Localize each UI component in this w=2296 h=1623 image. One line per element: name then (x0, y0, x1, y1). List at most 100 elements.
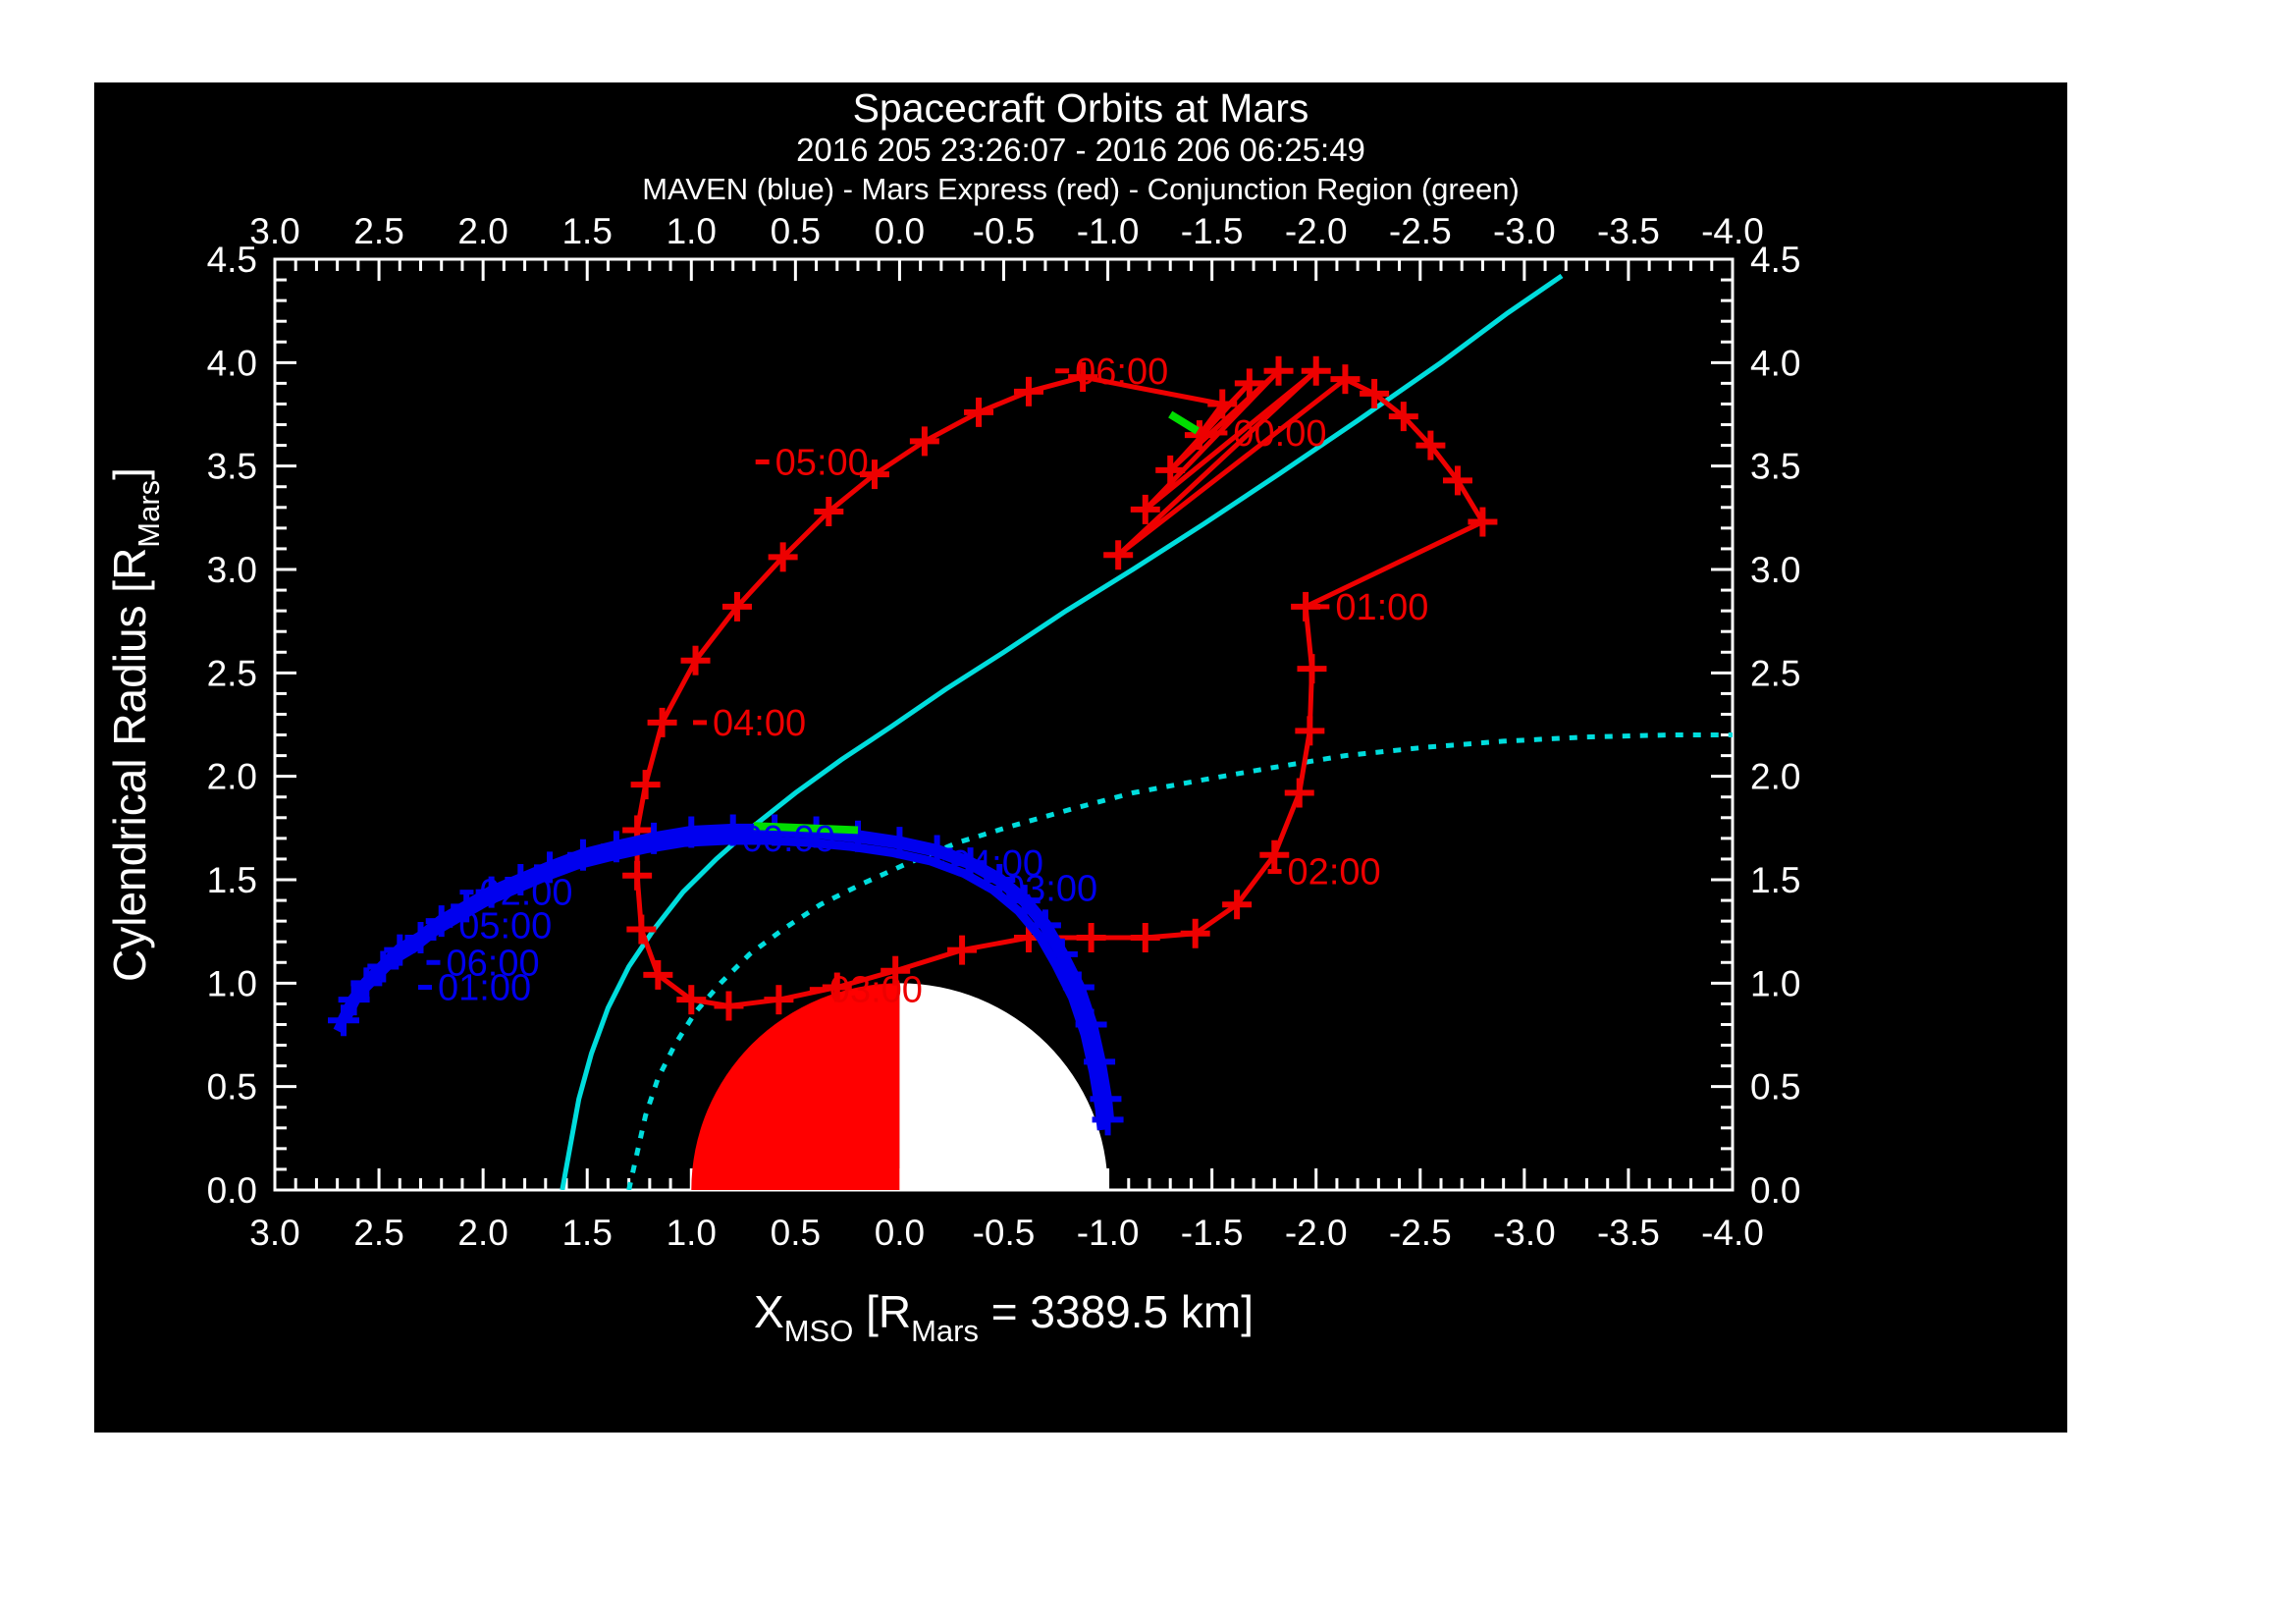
x-tick-label-bottom: -3.0 (1493, 1213, 1556, 1253)
y-tick-label-right: 1.5 (1750, 860, 1800, 900)
y-tick-label-left: 1.0 (207, 963, 257, 1003)
x-tick-label-bottom: 1.0 (667, 1213, 717, 1253)
x-tick-label-top: 2.0 (457, 211, 507, 251)
y-tick-label-left: 2.0 (207, 757, 257, 797)
y-tick-label-right: 2.0 (1750, 757, 1800, 797)
orbit-time-label-group: 05:00 (439, 905, 552, 947)
y-tick-label-right: 0.0 (1750, 1170, 1800, 1211)
x-tick-label-top: 0.5 (771, 211, 821, 251)
boundary-path (560, 273, 1564, 1190)
orbit-time-label-group: 04:00 (930, 843, 1043, 885)
orbit-time-label-group: 05:00 (755, 442, 869, 483)
orbit-plot-svg[interactable]: Spacecraft Orbits at Mars 2016 205 23:26… (94, 82, 2067, 1433)
x-tick-label-bottom: 0.0 (875, 1213, 925, 1253)
y-tick-label-right: 1.0 (1750, 963, 1800, 1003)
x-tick-label-bottom: -4.0 (1701, 1213, 1764, 1253)
y-tick-label-left: 4.5 (207, 240, 257, 280)
x-tick-label-bottom: 0.5 (771, 1213, 821, 1253)
x-tick-label-top: 0.0 (875, 211, 925, 251)
conjunction-segment (1168, 410, 1200, 435)
time-label-text: 04:00 (950, 843, 1043, 885)
axis-titles: XMSO [RMars = 3389.5 km] Cylendrical Radi… (104, 467, 1254, 1348)
mars-express-path (634, 368, 1486, 1009)
y-tick-label-left: 3.5 (207, 447, 257, 487)
time-label-text: 03:00 (829, 970, 923, 1011)
x-tick-label-top: -1.5 (1181, 211, 1244, 251)
x-tick-label-bottom: -2.0 (1285, 1213, 1348, 1253)
time-label-text: 06:00 (447, 943, 540, 984)
plot-background (94, 82, 2067, 1433)
x-tick-label-bottom: -0.5 (973, 1213, 1036, 1253)
y-tick-label-right: 4.0 (1750, 343, 1800, 383)
y-tick-label-left: 0.0 (207, 1170, 257, 1211)
y-tick-label-left: 0.5 (207, 1067, 257, 1108)
orbit-time-label-group: 04:00 (693, 703, 806, 744)
time-label-text: 00:00 (742, 819, 835, 860)
orbit-time-label-group: 02:00 (1267, 852, 1381, 893)
y-tick-label-right: 3.0 (1750, 550, 1800, 590)
time-label-text: 01:00 (438, 968, 531, 1009)
time-label-text: 04:00 (713, 703, 806, 744)
x-tick-label-bottom: -1.0 (1077, 1213, 1140, 1253)
y-tick-label-right: 4.5 (1750, 240, 1800, 280)
y-tick-label-left: 4.0 (207, 343, 257, 383)
plot-canvas: Spacecraft Orbits at Mars 2016 205 23:26… (94, 82, 2067, 1433)
x-tick-label-top: -4.0 (1701, 211, 1764, 251)
time-label-text: 00:00 (1233, 413, 1326, 455)
y-tick-label-left: 1.5 (207, 860, 257, 900)
conjunction-segment (753, 822, 859, 835)
y-axis-title: Cylendrical Radius [RMars] (104, 467, 166, 982)
x-tick-label-bottom: 2.5 (353, 1213, 403, 1253)
time-label-text: 02:00 (1288, 852, 1381, 893)
y-tick-label-right: 2.5 (1750, 653, 1800, 693)
x-tick-label-bottom: -3.5 (1597, 1213, 1660, 1253)
time-label-text: 05:00 (458, 905, 552, 947)
minor-ticks (275, 259, 1733, 1190)
x-tick-label-top: -2.5 (1389, 211, 1452, 251)
y-tick-label-left: 3.0 (207, 550, 257, 590)
orbit-time-label-group: 01:00 (418, 968, 531, 1009)
orbit-time-label-group: 00:00 (721, 819, 835, 860)
orbit-time-label-group: 01:00 (1315, 587, 1428, 628)
time-label-text: 01:00 (1335, 587, 1428, 628)
x-axis-title: XMSO [RMars = 3389.5 km] (754, 1286, 1254, 1348)
data-layer (328, 273, 1733, 1190)
y-tick-label-right: 0.5 (1750, 1067, 1800, 1108)
orbit-time-label-group: 03:00 (809, 970, 923, 1011)
orbit-time-label-group: 03:00 (985, 868, 1097, 909)
mars-disk (691, 983, 1108, 1190)
y-tick-label-right: 3.5 (1750, 447, 1800, 487)
orbit-time-label-group: 02:00 (459, 873, 573, 914)
x-tick-label-bottom: 3.0 (249, 1213, 299, 1253)
tick-labels: 3.0 3.0 2.5 2.5 2.0 2.0 1.5 1.5 1.0 1.0 0.5 0.5 0.0 0… (207, 211, 1801, 1253)
x-tick-label-top: 2.5 (353, 211, 403, 251)
series-legend-subtitle: MAVEN (blue) - Mars Express (red) - Conj… (642, 172, 1520, 206)
boundary-curve-bow-shock (560, 273, 1564, 1190)
mars-dayside-hemisphere (691, 983, 900, 1190)
time-label-text: 02:00 (479, 873, 572, 914)
x-tick-label-bottom: 1.5 (561, 1213, 612, 1253)
orbit-time-label-group: 06:00 (1055, 352, 1168, 393)
conjunction-region (753, 410, 1200, 835)
orbit-time-label-group: 06:00 (426, 943, 540, 984)
x-tick-label-top: -1.0 (1077, 211, 1140, 251)
time-range-subtitle: 2016 205 23:26:07 - 2016 206 06:25:49 (796, 132, 1365, 168)
x-tick-label-top: 3.0 (249, 211, 299, 251)
x-tick-label-bottom: -2.5 (1389, 1213, 1452, 1253)
x-tick-label-top: -3.0 (1493, 211, 1556, 251)
x-tick-label-bottom: -1.5 (1181, 1213, 1244, 1253)
time-label-text: 06:00 (1075, 352, 1168, 393)
x-tick-label-top: 1.0 (667, 211, 717, 251)
mars-nightside-hemisphere (899, 983, 1108, 1190)
y-tick-label-left: 2.5 (207, 653, 257, 693)
mars-express-orbit (622, 355, 1498, 1021)
time-label-text: 03:00 (1004, 868, 1097, 909)
x-tick-label-top: -0.5 (973, 211, 1036, 251)
x-tick-label-top: -2.0 (1285, 211, 1348, 251)
orbit-time-label-group: 00:00 (1213, 413, 1326, 455)
time-label-text: 05:00 (775, 442, 869, 483)
page-title: Spacecraft Orbits at Mars (853, 85, 1309, 131)
orbit-time-labels: 00:0001:0002:0003:0004:0005:0006:0001:00… (418, 352, 1428, 1011)
x-tick-label-top: 1.5 (561, 211, 612, 251)
